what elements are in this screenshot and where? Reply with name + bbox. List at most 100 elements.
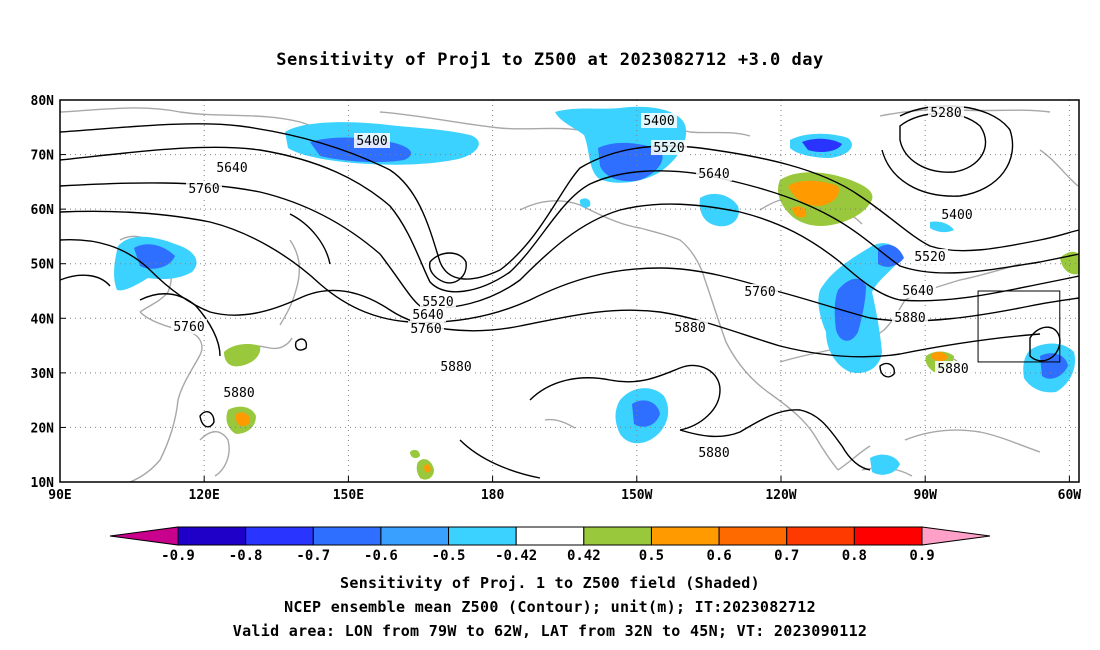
colorbar-label: 0.8 — [842, 548, 867, 564]
contour-label: 5880 — [698, 446, 729, 461]
footer-line-1: Sensitivity of Proj. 1 to Z500 field (Sh… — [340, 574, 760, 592]
colorbar-label: -0.42 — [495, 548, 537, 564]
lat-tick-label: 60N — [31, 203, 55, 218]
colorbar-label: -0.8 — [229, 548, 263, 564]
contour-label-bg — [672, 320, 708, 335]
contour-label-bg — [410, 307, 446, 322]
contour-label: 5640 — [698, 167, 729, 182]
colorbar-box — [786, 526, 855, 546]
footer-line-2: NCEP ensemble mean Z500 (Contour); unit(… — [284, 598, 816, 616]
lat-tick-label: 80N — [31, 94, 55, 109]
colorbar-box — [515, 526, 585, 546]
colorbar-box — [650, 526, 720, 546]
colorbar-box — [245, 526, 314, 546]
contour-label-bg — [742, 284, 778, 299]
shade-neg-3b — [802, 138, 842, 152]
lat-tick-label: 40N — [31, 312, 55, 327]
lon-tick-label: 150E — [333, 488, 364, 503]
contour-label: 5760 — [173, 320, 204, 335]
lat-tick-label: 50N — [31, 258, 55, 273]
footer-line-3: Valid area: LON from 79W to 62W, LAT fro… — [232, 622, 868, 640]
shade-neg-11 — [930, 221, 954, 233]
contour-label-bg — [892, 310, 928, 325]
colorbar-labels: -0.9 -0.8 -0.7 -0.6 -0.5 -0.42 0.42 0.5 0.6 0.7 0.… — [161, 548, 935, 564]
colorbar-label: 0.42 — [567, 548, 601, 564]
colorbar — [109, 526, 991, 546]
contour-label-bg — [935, 361, 971, 376]
colorbar-high-arrow — [921, 526, 991, 546]
colorbar-box — [583, 526, 652, 546]
colorbar-box — [380, 526, 450, 546]
shade-pos-1b — [788, 180, 839, 206]
contour-label: 5400 — [643, 114, 674, 129]
lon-tick-label: 90E — [48, 488, 71, 503]
shade-pos-6b — [424, 464, 431, 473]
colorbar-box — [718, 526, 788, 546]
lon-axis: 90E 120E 150E 180 150W 120W 90W 60W — [48, 476, 1081, 503]
contour-label: 5400 — [356, 134, 387, 149]
contour-label: 5880 — [223, 386, 254, 401]
contour-label: 5400 — [941, 208, 972, 223]
colorbar-box — [853, 526, 923, 546]
contour-label-bg — [651, 140, 687, 155]
colorbar-low-arrow — [109, 526, 179, 546]
contour-label-bg — [939, 207, 975, 222]
lat-tick-label: 10N — [31, 476, 55, 491]
contour-label: 5640 — [412, 308, 443, 323]
shade-pos-3 — [224, 344, 261, 367]
shade-neg-6b — [834, 278, 866, 341]
contour-label: 5520 — [914, 250, 945, 265]
lon-tick-label: 150W — [621, 488, 652, 503]
lat-tick-label: 30N — [31, 367, 55, 382]
contour-label-bg — [900, 283, 936, 298]
colorbar-label: 0.7 — [774, 548, 799, 564]
contour-label: 5520 — [653, 141, 684, 156]
colorbar-box — [177, 526, 247, 546]
contour-label: 5520 — [422, 295, 453, 310]
contour-label-bg — [696, 166, 732, 181]
colorbar-label: 0.6 — [706, 548, 731, 564]
contour-label: 5760 — [744, 285, 775, 300]
lon-tick-label: 120W — [765, 488, 796, 503]
valid-area-box — [977, 290, 1061, 363]
colorbar-label: -0.7 — [296, 548, 330, 564]
contour-label-bg — [641, 113, 677, 128]
contour-label: 5640 — [216, 161, 247, 176]
colorbar-box — [312, 526, 382, 546]
colorbar-label: -0.6 — [364, 548, 398, 564]
contour-label: 5760 — [410, 322, 441, 337]
shade-neg-6c — [878, 244, 904, 267]
colorbar-label: -0.9 — [161, 548, 195, 564]
map-title: Sensitivity of Proj1 to Z500 at 20230827… — [276, 50, 824, 70]
contour-label: 5880 — [440, 360, 471, 375]
contour-label-bg — [214, 160, 250, 175]
contour-label: 5760 — [188, 182, 219, 197]
contour-label-bg — [171, 319, 207, 334]
contour-label: 5640 — [902, 284, 933, 299]
contour-label-bg — [221, 385, 257, 400]
contour-labels: 5280540054005400552055205520564056405640… — [171, 105, 975, 461]
colorbar-label: -0.5 — [432, 548, 466, 564]
colorbar-box — [448, 526, 517, 546]
shade-neg-5b — [134, 244, 175, 269]
contour-label: 5880 — [937, 362, 968, 377]
map-frame — [59, 99, 1080, 483]
colorbar-label: 0.9 — [909, 548, 934, 564]
map-plot-area: 5280540054005400552055205520564056405640… — [59, 99, 1080, 483]
contour-label: 5880 — [894, 311, 925, 326]
lat-axis: 80N 70N 60N 50N 40N 30N 20N 10N — [31, 94, 66, 491]
lon-tick-label: 60W — [1058, 488, 1082, 503]
contour-label-bg — [420, 294, 456, 309]
shade-pos-2b — [236, 412, 250, 427]
contour-label: 5880 — [674, 321, 705, 336]
shade-neg-7b — [632, 400, 660, 427]
contour-label-bg — [928, 105, 964, 120]
lat-tick-label: 70N — [31, 149, 55, 164]
shade-pos-4b — [932, 351, 948, 361]
contour-label-bg — [408, 321, 444, 336]
contour-label-bg — [186, 181, 222, 196]
contour-label: 5280 — [930, 106, 961, 121]
lat-tick-label: 20N — [31, 421, 55, 436]
shade-pos-7 — [410, 449, 420, 459]
